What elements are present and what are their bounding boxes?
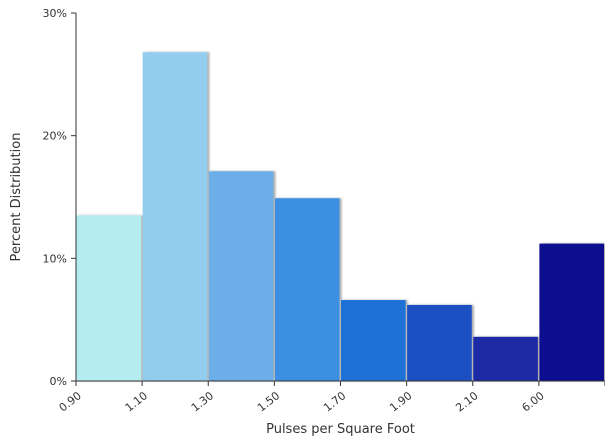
x-tick-label: 6.00: [519, 389, 546, 414]
x-axis-title: Pulses per Square Foot: [266, 422, 415, 437]
y-axis-title: Percent Distribution: [9, 133, 24, 262]
x-tick-label: 0.90: [57, 389, 84, 414]
x-tick-label: 1.30: [189, 389, 216, 414]
x-tick-label: 1.10: [123, 389, 150, 414]
bar-1.90: [407, 304, 472, 381]
x-ticks-group: 0.90 1.10 1.30 1.50 1.70 1.90 2.10 6.00: [57, 381, 605, 414]
x-tick-label: 1.70: [321, 389, 348, 414]
bar-1.30: [208, 171, 274, 381]
y-tick-label: 0%: [50, 375, 67, 388]
bar-2.10: [473, 336, 538, 381]
bar-1.70: [341, 300, 406, 381]
y-ticks-group: 0% 10% 20% 30%: [43, 7, 76, 388]
bars-group: [76, 52, 605, 381]
bar-0.90: [76, 215, 142, 381]
bar-1.10: [142, 52, 208, 381]
x-tick-label: 1.90: [387, 389, 414, 414]
y-tick-label: 30%: [43, 7, 67, 20]
y-tick-label: 10%: [43, 252, 67, 265]
y-tick-label: 20%: [43, 130, 67, 143]
x-tick-label: 1.50: [255, 389, 282, 414]
x-tick-label: 2.10: [453, 389, 480, 414]
bar-1.50: [274, 198, 340, 381]
bar-6.00: [539, 243, 605, 381]
